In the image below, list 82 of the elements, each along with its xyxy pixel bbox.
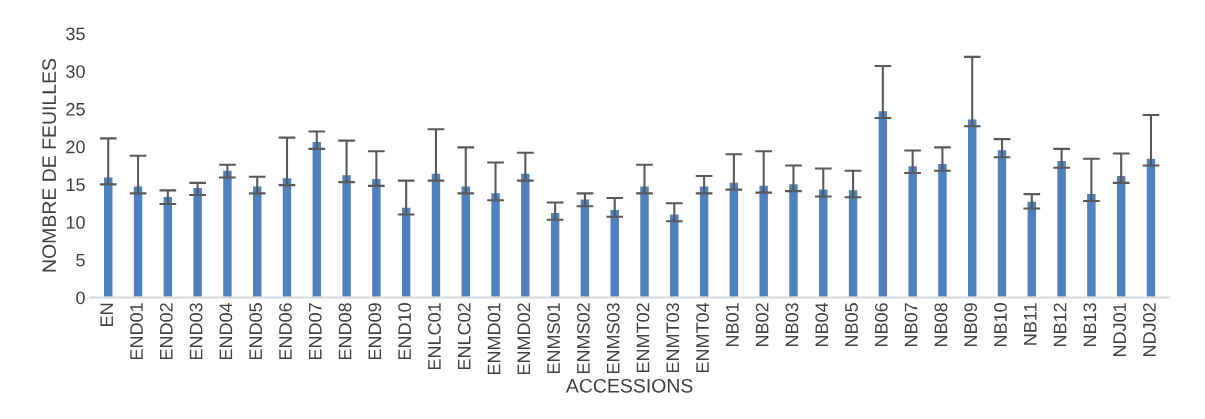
bar (996, 148, 1008, 298)
x-tick-label: NB10 (994, 303, 1007, 347)
bar (966, 118, 978, 298)
bar (847, 188, 859, 298)
y-tick-label: 5 (76, 253, 85, 267)
bar (1055, 159, 1068, 298)
y-axis-title: NOMBRE DE FEUILLES (42, 58, 57, 272)
bar (609, 208, 621, 298)
bar (877, 109, 889, 298)
x-tick-label: ENMS03 (606, 303, 620, 374)
x-tick-label: NB02 (755, 303, 769, 347)
bar (638, 185, 651, 298)
x-tick-label: END02 (159, 303, 173, 360)
bar (519, 172, 531, 298)
bar (102, 176, 114, 298)
bar (340, 173, 353, 298)
bar (489, 191, 502, 298)
x-tick-label: NB03 (785, 303, 799, 347)
x-tick-label: NB11 (1024, 303, 1037, 345)
y-tick-label: 10 (66, 216, 85, 229)
x-tick-label: END10 (398, 303, 412, 360)
x-tick-label: ENMD02 (517, 303, 531, 375)
x-tick-label: NB07 (904, 303, 918, 347)
bar (698, 185, 710, 298)
y-tick-label: 15 (66, 178, 85, 192)
y-tick-label: 25 (66, 102, 85, 116)
x-tick-label: ENMT04 (696, 302, 709, 373)
x-tick-label: NDJ01 (1113, 303, 1127, 357)
x-tick-label: END01 (130, 303, 143, 360)
x-tick-label: ENMT02 (636, 303, 650, 373)
bar (132, 185, 144, 298)
bar (728, 181, 740, 298)
y-tick-label: 20 (66, 140, 85, 154)
x-tick-label: ENMS01 (547, 303, 560, 374)
x-tick-label: END05 (249, 303, 263, 360)
x-tick-label: NB06 (874, 303, 888, 347)
bar (221, 169, 234, 298)
x-axis-title: ACCESSIONS (565, 378, 693, 393)
bar (311, 140, 323, 298)
x-tick-label: ENMS02 (576, 303, 590, 374)
y-tick-label: 35 (66, 27, 85, 41)
bar (281, 176, 293, 298)
x-tick-label: ENLC01 (428, 303, 441, 370)
x-tick-label: ENLC02 (457, 303, 471, 370)
bar (817, 188, 829, 298)
x-tick-label: NB08 (934, 303, 948, 347)
bar (787, 182, 800, 298)
x-tick-label: NB01 (725, 303, 739, 347)
x-tick-label: NB04 (815, 302, 829, 347)
x-tick-label: NB12 (1053, 303, 1067, 347)
bar (579, 197, 591, 298)
x-tick-label: NB09 (964, 303, 978, 347)
bar (1115, 174, 1127, 298)
bar (251, 185, 263, 298)
x-tick-label: END09 (368, 303, 382, 360)
bar (758, 184, 770, 298)
bar (370, 177, 382, 298)
bar (549, 211, 561, 298)
x-tick-label: NB05 (845, 303, 858, 347)
x-tick-label: NDJ02 (1143, 303, 1156, 357)
x-tick-label: END08 (338, 303, 352, 360)
x-tick-label: ENMD01 (487, 303, 501, 375)
bar (1145, 157, 1157, 298)
x-tick-label: NB13 (1083, 303, 1097, 347)
x-tick-label: END07 (308, 303, 322, 360)
x-tick-label: END04 (219, 302, 233, 360)
x-tick-label: END06 (279, 303, 292, 360)
bar (907, 164, 919, 298)
bar (1026, 200, 1038, 298)
bar (400, 206, 412, 298)
bar (460, 185, 472, 298)
y-tick-label: 30 (66, 65, 85, 78)
bar (430, 172, 442, 298)
y-tick-label: 0 (76, 291, 85, 305)
x-tick-label: END03 (189, 303, 203, 360)
bar (1085, 192, 1098, 298)
bar (192, 186, 204, 298)
x-tick-label: ENMT03 (666, 303, 680, 373)
bar (936, 162, 949, 298)
x-tick-label: EN (100, 303, 113, 326)
bar (162, 195, 174, 298)
bar (668, 213, 680, 298)
